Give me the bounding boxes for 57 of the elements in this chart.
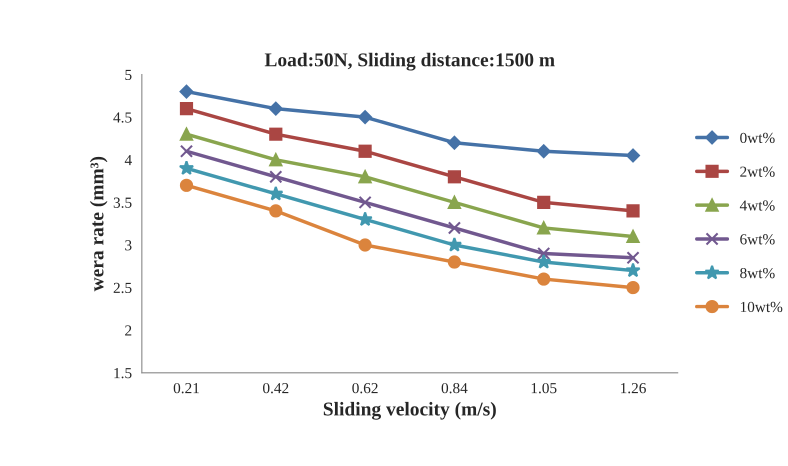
point [269, 153, 282, 166]
y-tick-label: 3 [125, 240, 132, 250]
point [358, 144, 372, 158]
chart-title: Load:50N, Sliding distance:1500 m [264, 52, 555, 71]
x-tick-label: 1.26 [621, 383, 646, 394]
point [626, 251, 640, 264]
point [178, 160, 194, 175]
point [536, 254, 552, 269]
point [626, 204, 640, 218]
point [180, 178, 194, 192]
point [358, 110, 372, 124]
point [269, 128, 282, 141]
legend-label: 6wt% [740, 234, 775, 245]
point [537, 272, 550, 286]
point [358, 196, 372, 209]
point [269, 204, 282, 218]
x-tick-label: 1.05 [532, 382, 556, 394]
point [625, 262, 641, 278]
point [180, 144, 194, 158]
y-tick-label: 3.5 [114, 198, 132, 208]
legend-label: 0wt% [740, 132, 775, 144]
point [448, 255, 462, 269]
point [358, 238, 372, 252]
y-axis-title: wera rate (mm³) [90, 156, 108, 292]
y-tick-label: 2 [125, 325, 132, 336]
x-tick-label: 0.42 [263, 382, 288, 394]
point [537, 246, 550, 260]
point [537, 221, 550, 235]
x-tick-label: 0.84 [442, 382, 468, 394]
legend-label: 8wt% [740, 268, 775, 278]
point [268, 102, 283, 116]
y-tick-label: 4 [124, 155, 132, 166]
point [269, 170, 282, 184]
legend-label: 4wt% [740, 200, 775, 211]
point [536, 144, 551, 158]
point [626, 280, 640, 294]
point [448, 196, 462, 209]
x-tick-label: 0.21 [174, 382, 199, 394]
x-axis-title: Sliding velocity (m/s) [324, 402, 496, 420]
legend-label: 2wt% [740, 166, 775, 177]
y-tick-label: 1.5 [114, 368, 132, 378]
point [448, 170, 462, 184]
point [447, 136, 462, 150]
point [446, 236, 462, 252]
point [358, 170, 372, 184]
y-tick-label: 5 [125, 70, 132, 80]
x-tick-label: 0.62 [352, 382, 378, 394]
point [448, 221, 462, 235]
y-tick-label: 2.5 [114, 282, 132, 294]
point [537, 196, 550, 209]
point [180, 102, 194, 116]
point [180, 128, 194, 141]
point [626, 148, 640, 162]
point [626, 230, 640, 244]
legend-label: 10wt% [740, 302, 782, 312]
y-tick-label: 4.5 [113, 112, 132, 123]
point [180, 84, 194, 99]
